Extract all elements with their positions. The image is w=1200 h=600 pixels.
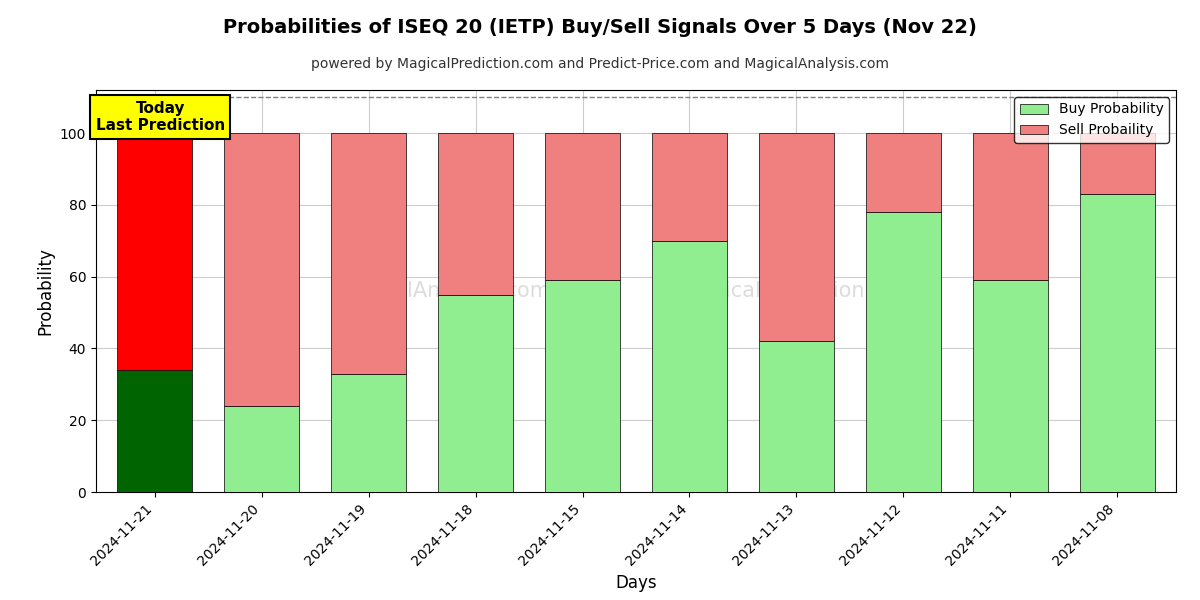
Bar [545,133,620,280]
Bar [118,370,192,492]
Bar [118,133,192,370]
Bar [331,133,406,374]
Bar [1080,133,1154,194]
Bar [438,295,514,492]
Y-axis label: Probability: Probability [36,247,54,335]
Legend: Buy Probability, Sell Probaility: Buy Probability, Sell Probaility [1014,97,1169,143]
X-axis label: Days: Days [616,574,656,592]
Bar [973,133,1048,280]
Bar [866,212,941,492]
Bar [758,133,834,341]
Text: Probabilities of ISEQ 20 (IETP) Buy/Sell Signals Over 5 Days (Nov 22): Probabilities of ISEQ 20 (IETP) Buy/Sell… [223,18,977,37]
Bar [973,280,1048,492]
Bar [758,341,834,492]
Text: MagicalPrediction.com: MagicalPrediction.com [680,281,916,301]
Bar [331,374,406,492]
Bar [545,280,620,492]
Text: MagicalAnalysis.com: MagicalAnalysis.com [334,281,550,301]
Bar [866,133,941,212]
Bar [438,133,514,295]
Text: Today
Last Prediction: Today Last Prediction [96,101,224,133]
Bar [1080,194,1154,492]
Bar [224,133,299,406]
Text: powered by MagicalPrediction.com and Predict-Price.com and MagicalAnalysis.com: powered by MagicalPrediction.com and Pre… [311,57,889,71]
Bar [224,406,299,492]
Bar [652,133,727,241]
Bar [652,241,727,492]
